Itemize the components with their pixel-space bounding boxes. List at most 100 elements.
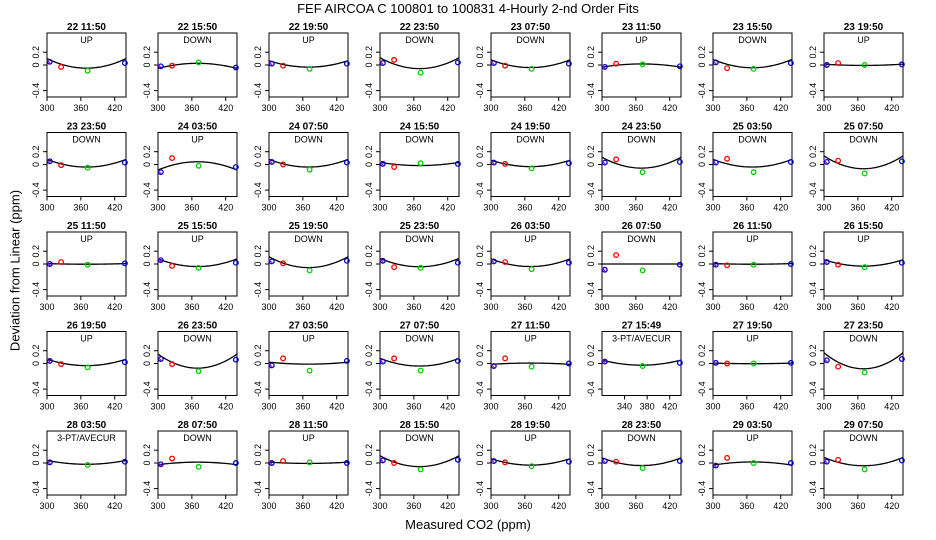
data-point: [490, 258, 497, 265]
panel-29: 27 11:50 UP 300 360 420 -0.4 0 0.2: [475, 321, 572, 412]
panel-time-label: 28 03:50: [67, 420, 107, 431]
x-tick-label: 420: [218, 302, 233, 312]
point-marker: [823, 357, 829, 363]
data-point: [639, 61, 646, 68]
x-tick-label: 360: [295, 203, 310, 213]
panel-direction-label: UP: [302, 433, 315, 443]
data-point: [712, 59, 719, 66]
panel-direction-label: 3-PT/AVECUR: [612, 334, 671, 344]
fit-curve: [712, 158, 793, 168]
data-point: [565, 160, 572, 167]
fit-curve: [712, 362, 793, 365]
data-point: [490, 458, 497, 465]
data-point: [121, 359, 128, 366]
data-point: [835, 60, 842, 67]
data-point: [528, 165, 535, 172]
x-tick-label: 300: [816, 302, 831, 312]
panel-time-label: 25 15:50: [178, 221, 218, 232]
panel-time-label: 26 03:50: [511, 221, 551, 232]
data-point: [84, 261, 91, 268]
y-tick-label: -0.4: [586, 83, 596, 99]
x-tick-label: 420: [773, 501, 788, 511]
point-marker: [379, 458, 385, 463]
x-tick-label: 380: [640, 402, 655, 412]
y-tick-label: -0.4: [31, 481, 41, 497]
data-point: [712, 261, 719, 268]
panel-time-label: 22 15:50: [178, 22, 218, 33]
x-tick-label: 420: [884, 402, 899, 412]
point-marker: [490, 458, 496, 464]
data-point: [613, 60, 620, 67]
y-tick-label: 0: [364, 361, 374, 366]
x-tick-label: 420: [662, 402, 677, 412]
y-tick-label: -0.4: [142, 182, 152, 198]
x-tick-label: 420: [329, 402, 344, 412]
x-tick-label: 300: [150, 302, 165, 312]
panel-direction-label: DOWN: [738, 135, 767, 145]
panel-direction-label: UP: [80, 35, 93, 45]
x-tick-label: 300: [705, 501, 720, 511]
point-marker: [268, 61, 274, 67]
x-tick-label: 420: [107, 302, 122, 312]
x-tick-label: 360: [295, 302, 310, 312]
fit-curve: [379, 257, 460, 268]
y-tick-label: 0.2: [586, 46, 596, 59]
x-tick-label: 420: [218, 203, 233, 213]
panel-direction-label: UP: [635, 35, 648, 45]
x-tick-label: 420: [218, 501, 233, 511]
x-tick-label: 300: [261, 402, 276, 412]
y-tick-label: -0.4: [697, 481, 707, 497]
fit-curve: [823, 352, 904, 370]
panel-13: 24 19:50 DOWN 300 360 420 -0.4 0 0.2: [475, 122, 572, 213]
data-point: [490, 60, 497, 67]
y-tick-label: 0: [31, 62, 41, 67]
data-point: [787, 359, 794, 366]
data-point: [613, 156, 620, 163]
y-tick-label: 0: [31, 162, 41, 167]
x-tick-label: 300: [816, 402, 831, 412]
x-tick-label: 300: [816, 501, 831, 511]
data-point: [343, 257, 350, 264]
x-tick-label: 360: [628, 203, 643, 213]
y-tick-label: -0.4: [253, 282, 263, 298]
data-point: [639, 363, 646, 370]
y-tick-label: -0.4: [808, 282, 818, 298]
data-point: [676, 261, 683, 268]
x-tick-label: 360: [739, 103, 754, 113]
y-tick-label: 0: [253, 460, 263, 465]
panel-14: 24 23:50 DOWN 300 360 420 -0.4 0 0.2: [586, 122, 683, 213]
fit-curve: [46, 459, 127, 465]
panel-direction-label: DOWN: [738, 35, 767, 45]
y-tick-label: -0.4: [586, 481, 596, 497]
x-tick-label: 360: [406, 203, 421, 213]
data-point: [861, 170, 868, 177]
point-marker: [379, 359, 385, 364]
panel-direction-label: UP: [80, 334, 93, 344]
x-tick-label: 360: [295, 501, 310, 511]
data-point: [121, 60, 128, 67]
x-tick-label: 360: [184, 203, 199, 213]
x-tick-label: 420: [662, 302, 677, 312]
x-tick-label: 300: [705, 203, 720, 213]
x-tick-label: 300: [261, 203, 276, 213]
data-point: [84, 67, 91, 74]
data-point: [306, 367, 313, 374]
data-point: [750, 360, 757, 367]
data-point: [565, 60, 572, 67]
point-marker: [601, 359, 607, 364]
data-point: [565, 360, 572, 367]
x-tick-label: 300: [705, 402, 720, 412]
y-tick-label: 0: [31, 261, 41, 266]
panel-direction-label: DOWN: [183, 35, 212, 45]
data-point: [454, 357, 461, 364]
panel-direction-label: DOWN: [849, 334, 878, 344]
data-point: [84, 164, 91, 171]
point-marker: [268, 159, 274, 165]
data-point: [169, 62, 176, 69]
y-tick-label: 0.2: [253, 145, 263, 158]
data-point: [391, 164, 398, 171]
x-tick-label: 360: [184, 402, 199, 412]
x-tick-label: 360: [739, 203, 754, 213]
x-tick-label: 420: [773, 203, 788, 213]
x-tick-label: 300: [483, 402, 498, 412]
